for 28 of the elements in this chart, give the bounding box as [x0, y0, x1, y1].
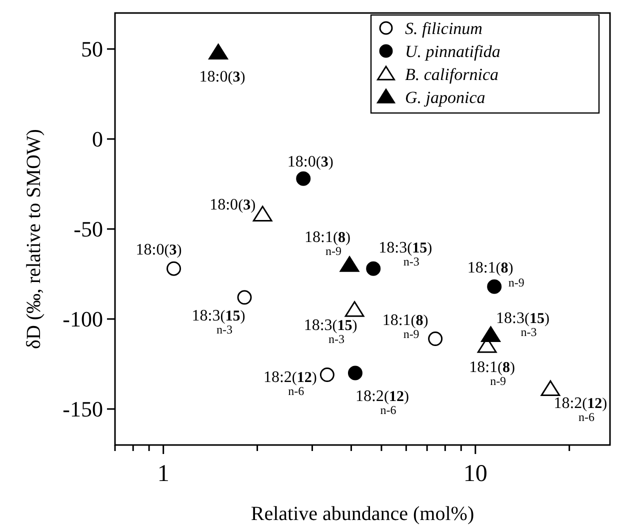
annotation: 18:1(8)n-9 [382, 312, 428, 341]
annotation: 18:3(15)n-3 [304, 317, 358, 346]
y-tick-label: 0 [92, 126, 103, 152]
annotation: 18:2(12)n-6 [263, 368, 317, 398]
x-tick-label: 1 [157, 461, 170, 487]
annotation: 18:3(15)n-3 [496, 310, 550, 340]
annotation: 18:1(8)n-9 [469, 359, 516, 388]
y-tick-label: -50 [74, 216, 103, 242]
annotation: 18:0(3) [287, 154, 334, 171]
annotation: 18:0(3) [210, 196, 256, 214]
legend-label: G. japonica [405, 88, 486, 107]
y-axis-title: δD (‰, relative to SMOW) [23, 129, 45, 349]
legend-label: B. californica [405, 64, 498, 84]
x-tick-label: 10 [463, 461, 488, 487]
annotation: 18:2(12)n-6 [554, 395, 608, 424]
annotation: 18:3(15)n-3 [192, 307, 246, 336]
legend-label: U. pinnatifida [405, 42, 500, 61]
y-tick-label: 50 [81, 36, 103, 62]
annotation: 18:1(8)n-9 [467, 260, 524, 290]
annotation: 18:2(12)n-6 [355, 388, 409, 417]
annotation: 18:1(8)n-9 [304, 229, 350, 258]
annotation: 18:0(3) [199, 68, 246, 86]
y-tick-label: -150 [62, 396, 103, 422]
annotation: 18:3(15)n-3 [378, 240, 432, 269]
x-axis-title: Relative abundance (mol%) [250, 503, 474, 525]
legend-label: S. filicinum [405, 18, 482, 38]
y-tick-label: -100 [62, 306, 103, 332]
annotation: 18:0(3) [136, 242, 182, 259]
